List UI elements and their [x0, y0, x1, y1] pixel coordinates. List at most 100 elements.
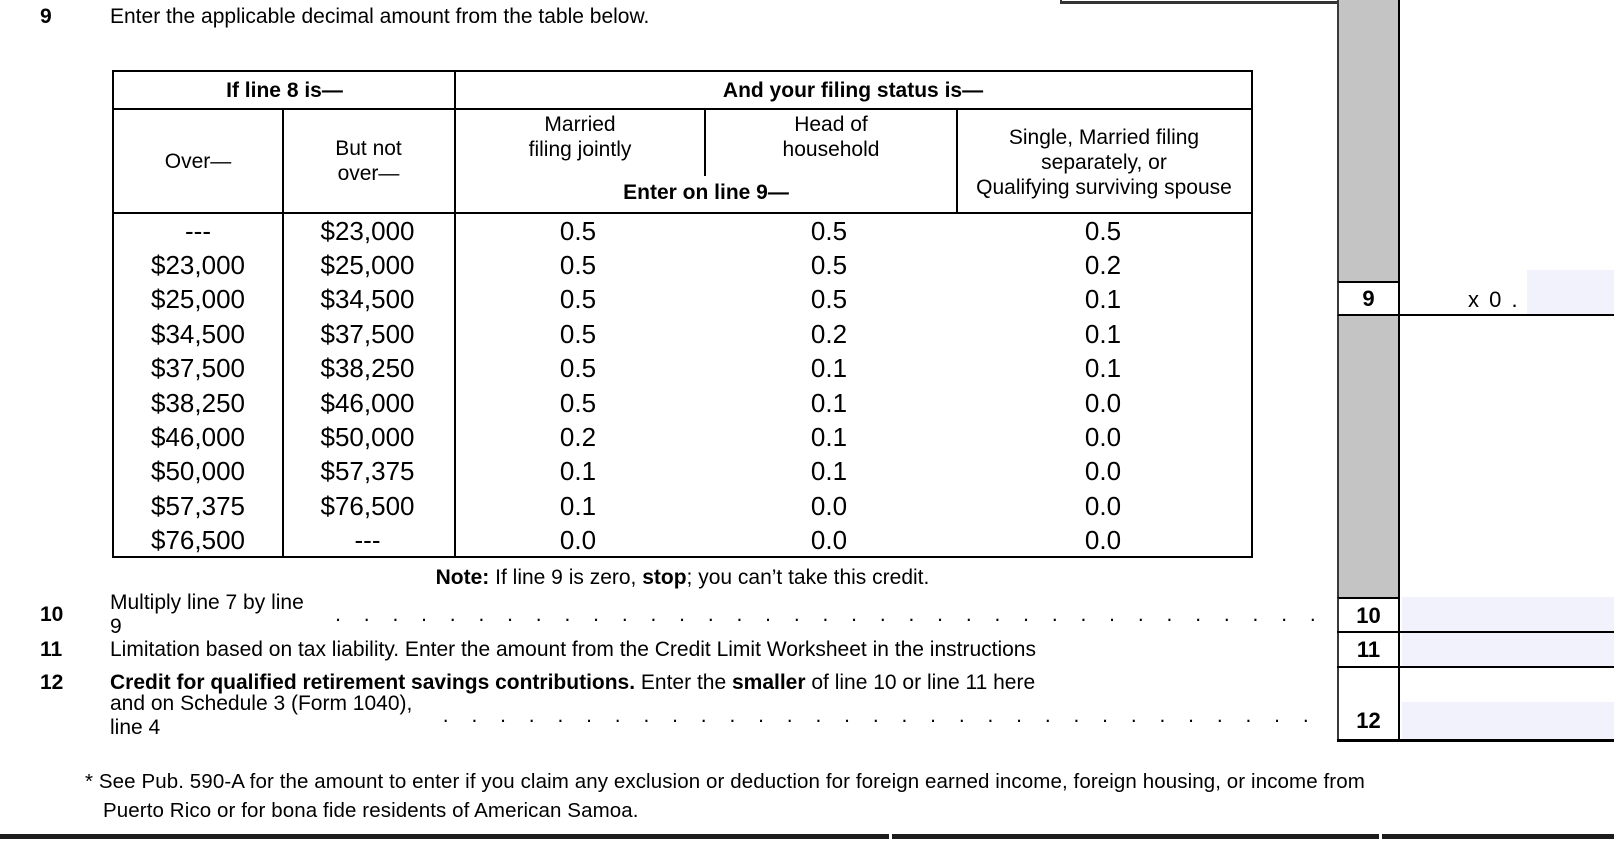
table-cell-r0-c3: 0.5	[810, 215, 848, 246]
line9-text: Enter the applicable decimal amount from…	[110, 5, 650, 28]
table-cell-r8-c2: 0.1	[559, 490, 597, 521]
table-cell-r2-c4: 0.1	[1084, 284, 1122, 315]
table-cell-r2-c3: 0.5	[810, 284, 848, 315]
note-label: Note:	[435, 566, 490, 589]
table-col-single: Single, Married filing separately, or Qu…	[976, 125, 1232, 199]
line9-box: 9	[1337, 281, 1400, 316]
line10-row: 10 Multiply line 7 by line 9 . . . . . .…	[40, 591, 1315, 638]
line11-bottom-rule	[1337, 666, 1614, 668]
table-cell-r7-c1: $57,375	[320, 456, 415, 487]
bottom-rule-segment-1	[0, 834, 889, 839]
table-header-if-line8: If line 8 is—	[226, 78, 343, 102]
table-cell-r6-c4: 0.0	[1084, 422, 1122, 453]
table-rule-h2	[114, 212, 1251, 214]
line10-input-field[interactable]	[1402, 597, 1614, 631]
table-cell-r2-c1: $34,500	[320, 284, 415, 315]
decimal-table-rows: --- $23,000 0.5 0.5 0.5 $23,000 $25,000 0.5 0.5 0…	[114, 214, 1251, 558]
table-cell-r6-c3: 0.1	[810, 422, 848, 453]
table-col-married-filing-jointly: Married filing jointly	[528, 113, 632, 161]
line12-bold-title: Credit for qualified retirement savings …	[110, 670, 636, 694]
table-cell-r0-c4: 0.5	[1084, 215, 1122, 246]
table-cell-r5-c3: 0.1	[810, 387, 848, 418]
table-cell-r1-c2: 0.5	[559, 250, 597, 281]
line12-row: 12 Credit for qualified retirement savin…	[40, 666, 1315, 699]
table-enter-on-line9-label: Enter on line 9—	[623, 180, 789, 204]
line11-text: Limitation based on tax liability. Enter…	[110, 638, 1036, 661]
note-text: If line 9 is zero,	[489, 566, 643, 589]
table-rule-v-over	[282, 108, 284, 556]
table-cell-r7-c4: 0.0	[1084, 456, 1122, 487]
note-stop: stop	[642, 566, 687, 589]
line11-input-field[interactable]	[1402, 633, 1614, 666]
line9-number: 9	[40, 5, 52, 28]
table-cell-r9-c2: 0.0	[559, 525, 597, 556]
table-col-head-of-household: Head of household	[782, 113, 880, 161]
table-cell-r9-c4: 0.0	[1084, 525, 1122, 556]
line10-text: Multiply line 7 by line 9	[110, 590, 304, 638]
bottom-rule-segment-3	[1382, 834, 1614, 839]
table-cell-r8-c3: 0.0	[810, 490, 848, 521]
table-cell-r0-c0: ---	[185, 215, 211, 246]
table-col-but-not-over: But not over—	[335, 137, 402, 185]
table-cell-r3-c2: 0.5	[559, 318, 597, 349]
table-cell-r9-c0: $76,500	[151, 525, 245, 556]
footnote-line1: * See Pub. 590-A for the amount to enter…	[85, 770, 1365, 793]
table-cell-r5-c4: 0.0	[1084, 387, 1122, 418]
table-cell-r5-c1: $46,000	[320, 387, 415, 418]
table-rule-h1	[114, 108, 1251, 110]
table-cell-r2-c0: $25,000	[151, 284, 245, 315]
line12-row-2: and on Schedule 3 (Form 1040), line 4 . …	[40, 692, 1315, 739]
table-cell-r7-c2: 0.1	[559, 456, 597, 487]
line11-box: 11	[1337, 633, 1400, 667]
table-cell-r9-c3: 0.0	[810, 525, 848, 556]
table-cell-r8-c1: $76,500	[320, 490, 415, 521]
table-cell-r4-c3: 0.1	[810, 353, 848, 384]
table-cell-r7-c0: $50,000	[151, 456, 245, 487]
table-cell-r1-c0: $23,000	[151, 250, 245, 281]
table-cell-r3-c3: 0.2	[810, 318, 848, 349]
table-cell-r1-c3: 0.5	[810, 250, 848, 281]
table-cell-r1-c4: 0.2	[1084, 250, 1122, 281]
bottom-rule-segment-2	[892, 834, 1379, 839]
line10-bottom-rule	[1337, 631, 1614, 633]
line12-number: 12	[40, 670, 64, 694]
table-cell-r3-c4: 0.1	[1084, 318, 1122, 349]
line11-row: 11 Limitation based on tax liability. En…	[40, 633, 1315, 667]
line12-input-field[interactable]	[1402, 702, 1614, 739]
table-cell-r8-c4: 0.0	[1084, 490, 1122, 521]
table-cell-r9-c1: ---	[354, 525, 381, 556]
table-cell-r5-c0: $38,250	[151, 387, 245, 418]
line12-box: 12	[1337, 667, 1400, 740]
line9-input-field[interactable]	[1527, 270, 1614, 315]
line12-smaller: smaller	[731, 670, 806, 694]
table-cell-r0-c2: 0.5	[559, 215, 597, 246]
table-cell-r7-c3: 0.1	[810, 456, 848, 487]
line12-leader-dots: . . . . . . . . . . . . . . . . . . . . …	[442, 703, 1315, 727]
table-cell-r4-c4: 0.1	[1084, 353, 1122, 384]
line10-number: 10	[40, 602, 64, 626]
line10-box: 10	[1337, 597, 1400, 632]
line8-box-bottom-rule	[1060, 1, 1337, 4]
line9-bottom-rule	[1400, 314, 1614, 316]
line11-number: 11	[40, 638, 63, 661]
table-cell-r0-c1: $23,000	[320, 215, 415, 246]
table-cell-r6-c2: 0.2	[559, 422, 597, 453]
footnote-line2: Puerto Rico or for bona fide residents o…	[103, 799, 639, 822]
line9-multiplier-prefix: x 0 .	[1468, 287, 1520, 312]
line12-text-2: and on Schedule 3 (Form 1040), line 4	[110, 691, 413, 739]
line10-leader-dots: . . . . . . . . . . . . . . . . . . . . …	[335, 602, 1315, 626]
table-cell-r4-c1: $38,250	[320, 353, 415, 384]
line12-mid: Enter the	[635, 670, 732, 694]
table-cell-r4-c0: $37,500	[151, 353, 245, 384]
table-cell-r5-c2: 0.5	[559, 387, 597, 418]
table-cell-r3-c0: $34,500	[151, 318, 245, 349]
note-line: Note: If line 9 is zero, stop; you can’t…	[112, 566, 1253, 590]
table-cell-r3-c1: $37,500	[320, 318, 415, 349]
table-rule-v-main	[454, 72, 456, 556]
table-rule-v-mfj-hoh	[704, 108, 706, 176]
decimal-amount-table: If line 8 is— And your filing status is—…	[112, 70, 1253, 558]
table-cell-r6-c0: $46,000	[151, 422, 245, 453]
line12-text-1: Credit for qualified retirement savings …	[110, 671, 1035, 695]
table-cell-r4-c2: 0.5	[559, 353, 597, 384]
